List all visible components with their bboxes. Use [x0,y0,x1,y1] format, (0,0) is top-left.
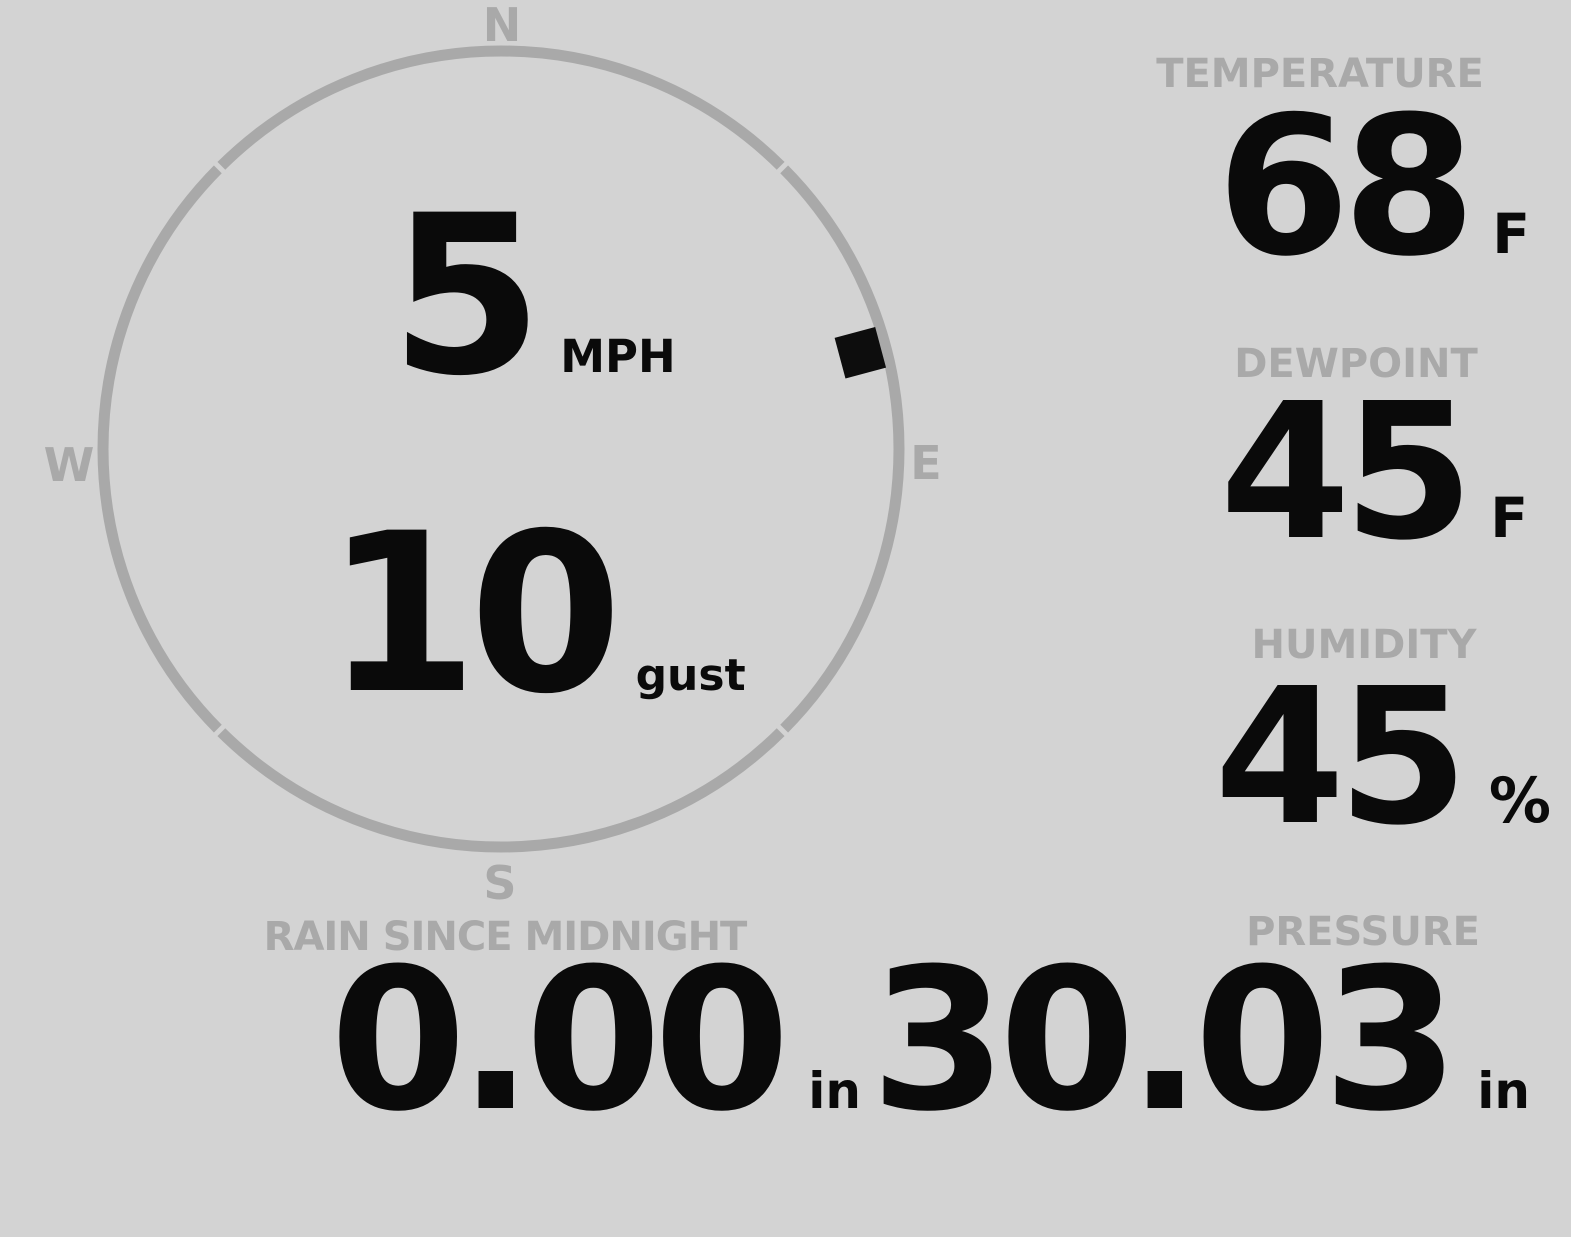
dewpoint-unit: F [1490,486,1528,550]
humidity-label: HUMIDITY [1251,622,1477,668]
wind-gust-unit: gust [635,650,746,701]
wind-speed-unit: MPH [560,330,676,383]
temperature-label: TEMPERATURE [1156,51,1484,97]
rain-value: 0.00 [330,927,790,1155]
compass-tick-se [771,719,794,742]
temperature-value-row: 68 F [1217,92,1530,284]
wind-compass [97,45,905,853]
rain-value-row: 0.00 in [330,943,861,1139]
wind-gust: 10 gust [325,504,746,724]
wind-direction-marker [834,326,887,379]
compass-ring [97,45,905,853]
compass-tick-ne [771,156,794,179]
temperature-value: 68 [1216,76,1477,299]
dewpoint-value: 45 [1219,363,1474,582]
cardinal-south-label: S [483,856,517,910]
wind-speed: 5 MPH [390,186,676,406]
pressure-value-row: 30.03 in [871,943,1531,1139]
humidity-unit: % [1488,764,1551,837]
wind-gust-value: 10 [325,486,622,742]
temperature-unit: F [1492,202,1530,266]
cardinal-north-label: N [482,0,522,52]
pressure-value: 30.03 [870,927,1460,1155]
cardinal-west-label: W [43,438,95,492]
humidity-value-row: 45 % [1214,664,1551,852]
rain-unit: in [808,1062,861,1120]
dewpoint-label: DEWPOINT [1234,341,1478,387]
dewpoint-value-row: 45 F [1220,379,1528,567]
cardinal-east-label: E [910,436,942,490]
rain-label: RAIN SINCE MIDNIGHT [263,914,748,960]
humidity-value: 45 [1214,648,1468,867]
pressure-unit: in [1477,1062,1530,1120]
compass-tick-nw [208,156,231,179]
pressure-label: PRESSURE [1246,909,1480,955]
wind-speed-value: 5 [390,168,543,424]
compass-tick-sw [208,719,231,742]
